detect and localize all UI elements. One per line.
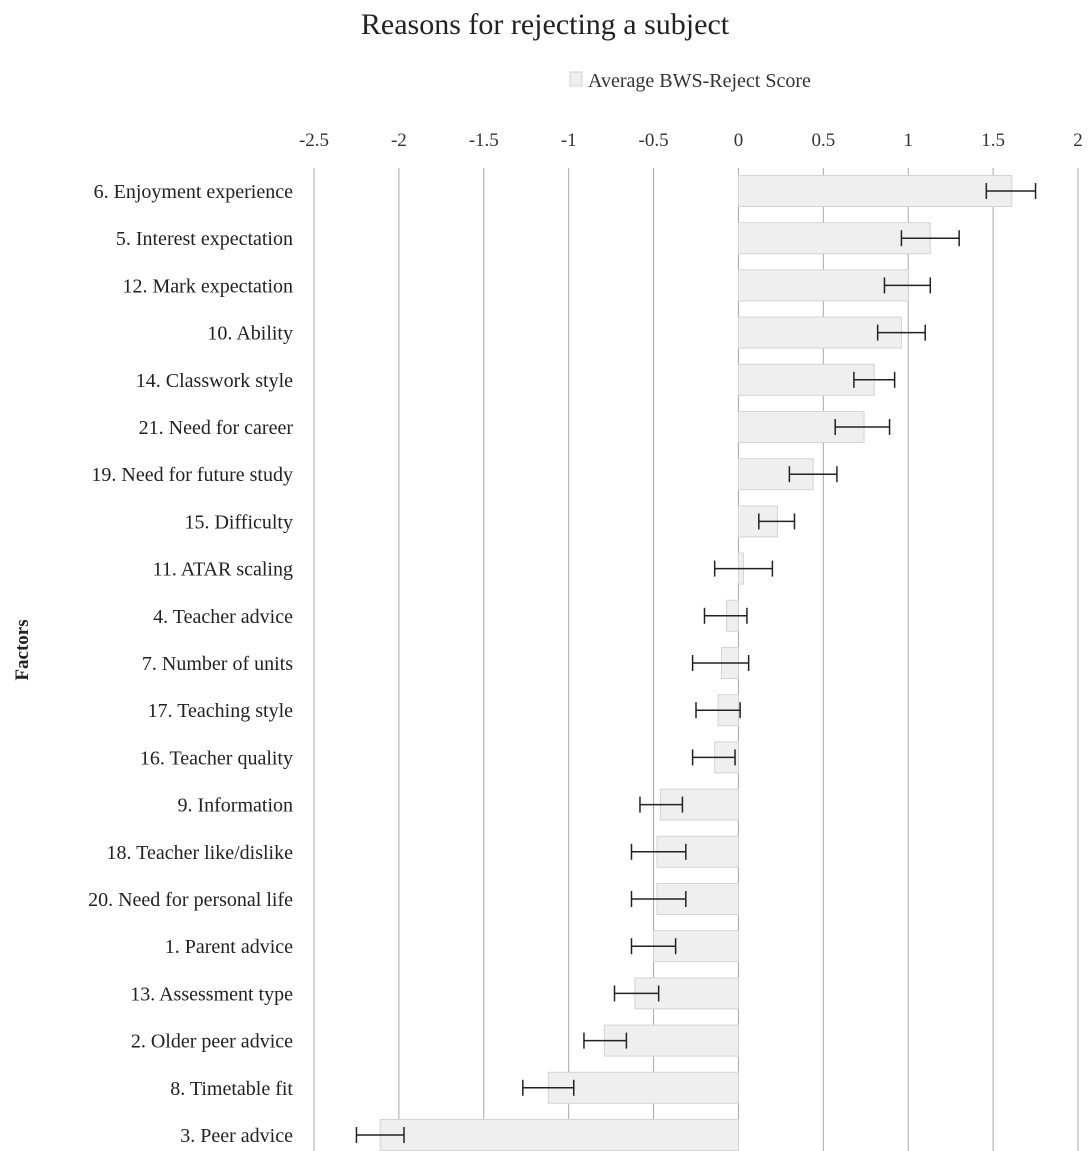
category-label: 7. Number of units [142,653,293,675]
category-label: 6. Enjoyment experience [94,181,293,203]
category-label: 20. Need for personal life [88,889,293,911]
error-bar [985,183,1037,199]
error-bar [758,513,796,530]
category-label: 19. Need for future study [91,464,293,486]
error-bar [834,419,891,435]
category-label: 13. Assessment type [130,983,293,1005]
error-bar [639,796,684,813]
x-tick-label: 1.5 [981,130,1005,151]
category-label: 15. Difficulty [184,511,293,533]
bar [737,363,875,396]
error-bar [883,277,932,294]
x-tick-label: -2.5 [299,130,329,151]
error-bar [630,843,687,860]
error-bar [695,702,741,719]
error-bar [630,938,677,955]
category-label: 18. Teacher like/dislike [106,842,293,864]
legend-label: Average BWS-Reject Score [588,70,811,92]
bar [737,411,865,443]
x-axis-ticks: -2.5 -2 -1.5 -1 -0.5 0 0.5 1 1.5 2 [299,130,1083,151]
category-label: 1. Parent advice [165,936,293,958]
error-bar [355,1127,405,1143]
category-label: 2. Older peer advice [131,1031,293,1053]
x-tick-label: -1.5 [469,130,499,151]
bar [737,222,931,255]
x-tick-label: -0.5 [639,130,669,151]
category-labels: 6. Enjoyment experience 5. Interest expec… [88,181,293,1147]
category-label: 17. Teaching style [148,700,294,722]
category-label: 3. Peer advice [180,1125,293,1147]
error-bar [853,371,896,388]
legend: Average BWS-Reject Score [569,70,811,92]
x-tick-label: 0 [734,130,744,151]
error-bar [613,985,660,1002]
chart-title: Reasons for rejecting a subject [361,8,730,41]
y-axis-title: Factors [12,619,33,680]
x-tick-label: 0.5 [811,130,835,151]
bar [379,1119,739,1151]
bar [737,269,909,302]
error-bar [522,1079,575,1096]
bar [547,1071,739,1104]
category-label: 12. Mark expectation [123,275,294,297]
legend-swatch [569,71,583,87]
error-bars [355,183,1037,1143]
error-bar [691,655,750,671]
category-label: 9. Information [177,795,293,817]
category-label: 4. Teacher advice [153,606,293,628]
error-bar [713,560,774,577]
bar [737,316,902,349]
x-tick-label: -2 [391,130,407,151]
bars [379,175,1013,1151]
category-label: 14. Classwork style [136,370,293,392]
error-bar [630,891,687,907]
error-bar [876,324,926,341]
bar [737,175,1013,207]
category-label: 5. Interest expectation [116,228,293,250]
category-label: 10. Ability [207,323,293,345]
x-tick-label: 1 [903,130,913,151]
x-tick-label: 2 [1073,130,1083,151]
error-bar [583,1032,628,1049]
category-label: 16. Teacher quality [140,747,293,769]
error-bar [788,466,838,483]
category-label: 11. ATAR scaling [153,559,293,581]
error-bar [691,749,736,766]
category-label: 21. Need for career [139,417,294,439]
error-bar [703,607,748,624]
category-label: 8. Timetable fit [170,1078,293,1100]
x-tick-label: -1 [561,130,577,151]
error-bar [900,230,960,247]
